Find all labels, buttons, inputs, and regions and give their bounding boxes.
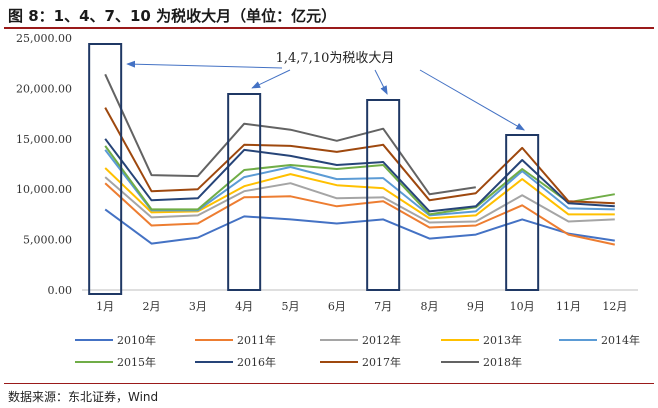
figure-title: 图 8：1、4、7、10 为税收大月（单位：亿元） (8, 7, 337, 25)
annotation-arrow (251, 69, 291, 89)
annotation-arrow (374, 69, 388, 95)
x-tick-label: 2月 (143, 300, 161, 313)
x-tick-label: 9月 (467, 300, 485, 313)
legend-label: 2014年 (601, 333, 640, 347)
x-tick-label: 4月 (235, 300, 253, 313)
highlight-box-10月 (505, 134, 540, 291)
annotation-text: 1,4,7,10为税收大月 (276, 51, 395, 66)
y-tick-label: 5,000.00 (23, 234, 72, 247)
x-tick-label: 5月 (282, 300, 300, 313)
x-tick-label: 3月 (189, 300, 207, 313)
legend-label: 2011年 (237, 333, 276, 347)
chart-legend: 2010年 2011年 2012年 2013年 2014年 2015年 2016年 2017年… (75, 333, 640, 369)
series-line-2010年 (104, 208, 615, 245)
x-tick-label: 10月 (510, 300, 535, 313)
series-lines (104, 73, 616, 246)
x-tick-label: 6月 (328, 300, 346, 313)
legend-label: 2010年 (117, 333, 156, 347)
series-line-2017年 (104, 107, 615, 205)
series-line-2016年 (104, 138, 615, 213)
highlight-box-7月 (366, 99, 401, 291)
annotation-group: 1,4,7,10为税收大月 (126, 51, 526, 131)
series-line-2018年 (104, 73, 476, 196)
legend-label: 2018年 (483, 355, 522, 369)
series-line-2013年 (104, 167, 615, 220)
y-tick-label: 15,000.00 (16, 133, 72, 146)
legend-label: 2013年 (483, 333, 522, 347)
series-line-2012年 (104, 176, 615, 224)
y-tick-label: 25,000.00 (16, 32, 72, 45)
y-tick-label: 10,000.00 (16, 183, 72, 196)
annotation-arrow (419, 69, 526, 131)
legend-label: 2016年 (237, 355, 276, 369)
series-line-2011年 (104, 182, 616, 246)
footer-rule (4, 383, 654, 384)
series-line-2015年 (104, 145, 615, 216)
y-tick-label: 20,000.00 (16, 82, 72, 95)
legend-label: 2017年 (362, 355, 401, 369)
x-tick-label: 7月 (374, 300, 392, 313)
x-tick-label: 1月 (96, 300, 114, 313)
x-tick-label: 11月 (556, 300, 581, 313)
title-rule (4, 27, 654, 29)
chart-axes: 0.00 5,000.00 10,000.00 15,000.00 20,000.00 2… (16, 32, 638, 313)
annotation-arrow (126, 60, 283, 69)
x-tick-label: 8月 (421, 300, 439, 313)
highlight-box-1月 (88, 43, 123, 295)
y-tick-label: 0.00 (48, 284, 73, 297)
x-tick-label: 12月 (602, 300, 627, 313)
legend-label: 2015年 (117, 355, 156, 369)
highlight-boxes (88, 43, 540, 295)
legend-label: 2012年 (362, 333, 401, 347)
source-note: 数据来源：东北证券，Wind (8, 390, 159, 404)
highlight-box-4月 (227, 93, 262, 291)
